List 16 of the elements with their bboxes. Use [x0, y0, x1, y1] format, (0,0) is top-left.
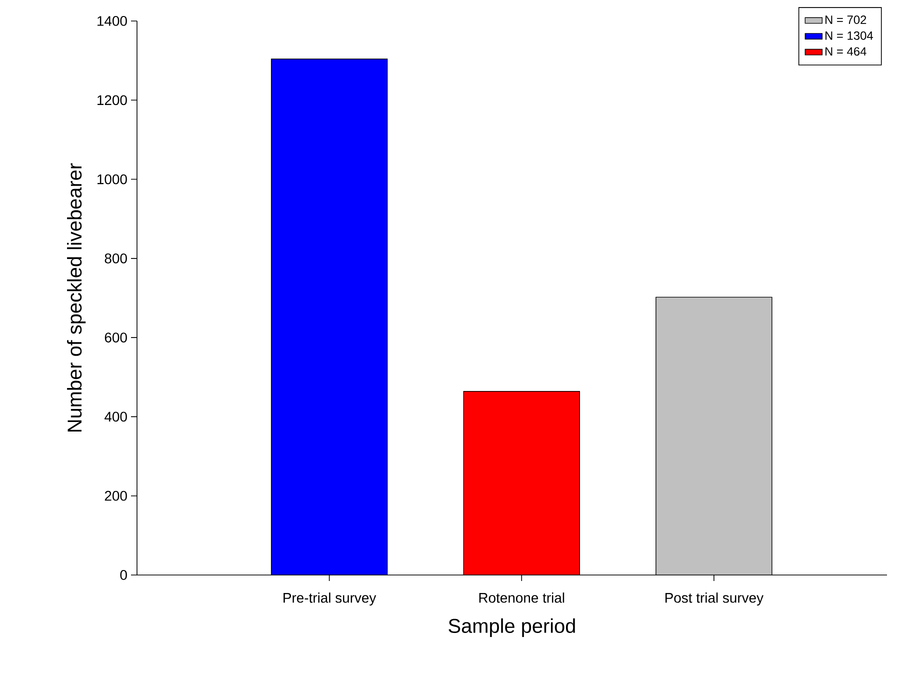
y-tick-label: 600: [104, 332, 127, 343]
legend-label: N = 464: [825, 47, 866, 56]
y-tick-label: 400: [104, 412, 127, 422]
x-tick-label: Rotenone trial: [479, 592, 564, 603]
y-tick-label: 800: [104, 253, 127, 264]
y-tick-label: 1200: [98, 95, 127, 106]
y-tick-label: 1400: [98, 16, 127, 26]
x-tick-label: Pre-trial survey: [284, 592, 376, 606]
y-axis-title: Number of speckled livebearer: [67, 163, 86, 432]
y-tick-label: 1000: [98, 174, 127, 184]
y-tick-label: 0: [120, 570, 127, 580]
legend-label: N = 1304: [825, 31, 873, 40]
y-tick-label: 200: [104, 490, 127, 501]
legend-label: N = 702: [825, 16, 866, 24]
x-axis-title: Sample period: [448, 618, 575, 637]
x-tick-label: Post trial survey: [665, 592, 764, 606]
